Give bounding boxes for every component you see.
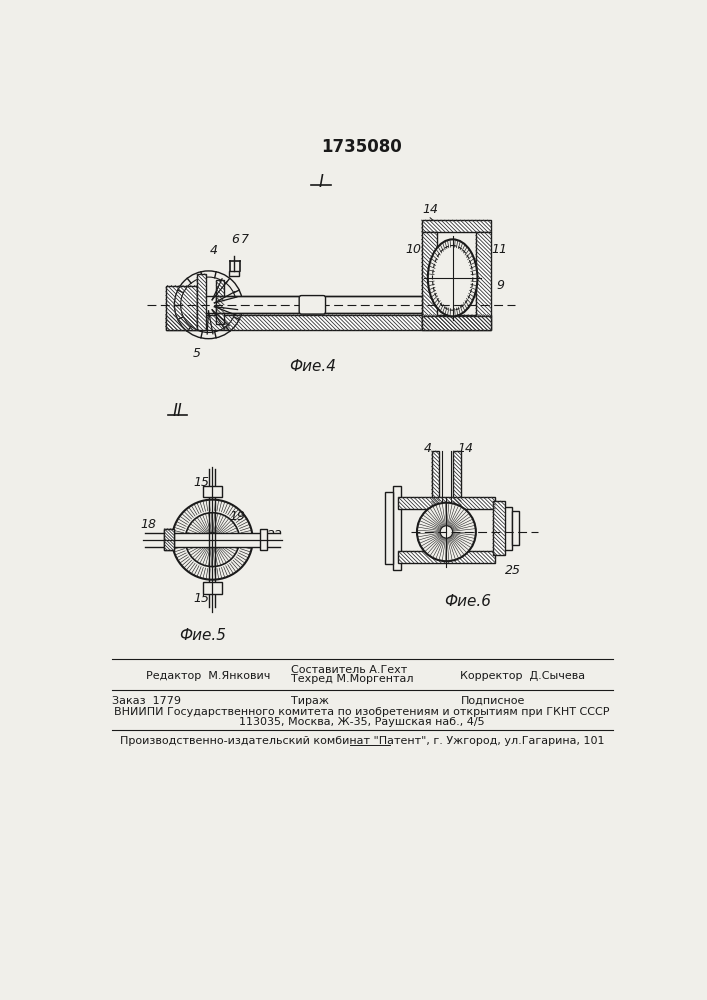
Circle shape [417, 503, 476, 561]
Text: 4: 4 [423, 442, 432, 455]
Circle shape [172, 500, 252, 580]
Text: Корректор  Д.Сычева: Корректор Д.Сычева [460, 671, 585, 681]
Bar [453, 451, 461, 520]
Text: Фие.6: Фие.6 [445, 594, 491, 609]
Bar [230, 271, 239, 276]
Text: 113035, Москва, Ж-35, Раушская наб., 4/5: 113035, Москва, Ж-35, Раушская наб., 4/5 [239, 717, 485, 727]
Ellipse shape [428, 239, 477, 316]
Bar [512, 511, 519, 545]
Circle shape [440, 526, 452, 538]
Bar [421, 220, 491, 232]
Text: Составитель А.Гехт: Составитель А.Гехт [291, 665, 408, 675]
Bar [476, 232, 491, 316]
Text: I: I [318, 173, 323, 191]
Text: 14: 14 [422, 203, 438, 216]
Text: 7: 7 [241, 233, 249, 246]
Text: Техред М.Моргентал: Техред М.Моргентал [291, 674, 414, 684]
Bar [432, 451, 440, 520]
Bar [166, 315, 421, 330]
Bar [216, 280, 224, 324]
Text: 1735080: 1735080 [322, 138, 402, 156]
Text: 9: 9 [497, 279, 505, 292]
Bar [216, 296, 421, 313]
Text: 15: 15 [193, 592, 209, 605]
Text: Подписное: Подписное [460, 696, 525, 706]
Bar [164, 529, 174, 550]
Text: 4: 4 [210, 244, 218, 257]
Circle shape [185, 513, 240, 567]
Text: 14: 14 [457, 442, 473, 455]
Circle shape [206, 533, 219, 547]
Text: 19: 19 [230, 510, 245, 523]
Text: 18: 18 [141, 518, 156, 531]
Text: Редактор  М.Янкович: Редактор М.Янкович [146, 671, 271, 681]
Bar [385, 492, 393, 564]
Text: 6: 6 [232, 233, 240, 246]
Bar [421, 232, 437, 316]
Bar [260, 529, 267, 550]
Text: 5: 5 [193, 347, 201, 360]
Bar [502, 507, 512, 550]
Text: Фие.5: Фие.5 [180, 628, 226, 643]
Bar [393, 486, 401, 570]
Bar [493, 501, 505, 555]
Bar [421, 316, 491, 330]
Text: 15: 15 [193, 476, 209, 489]
Bar [164, 529, 174, 550]
Bar [203, 582, 222, 594]
Text: Заказ  1779: Заказ 1779 [112, 696, 180, 706]
Text: 22: 22 [267, 529, 283, 542]
FancyBboxPatch shape [299, 296, 325, 314]
Bar [398, 497, 495, 509]
Bar [197, 274, 206, 330]
Text: Тираж: Тираж [291, 696, 329, 706]
Text: Фие.4: Фие.4 [290, 359, 337, 374]
Bar [145, 533, 280, 547]
Bar [166, 286, 197, 330]
Text: II: II [173, 402, 182, 420]
Bar [398, 551, 495, 563]
Text: 10: 10 [406, 243, 421, 256]
Text: 11: 11 [491, 243, 508, 256]
Text: 25: 25 [505, 564, 520, 577]
Text: Производственно-издательский комбинат "Патент", г. Ужгород, ул.Гагарина, 101: Производственно-издательский комбинат "П… [119, 736, 604, 746]
Bar [203, 486, 222, 497]
Text: ВНИИПИ Государственного комитета по изобретениям и открытиям при ГКНТ СССР: ВНИИПИ Государственного комитета по изоб… [115, 707, 609, 717]
Bar [421, 315, 491, 330]
